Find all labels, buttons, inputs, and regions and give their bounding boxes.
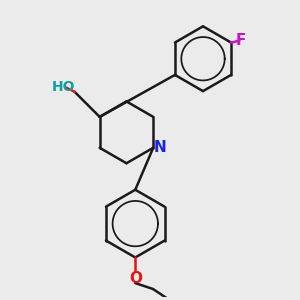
Text: O: O (129, 271, 142, 286)
Text: N: N (153, 140, 166, 155)
Text: HO: HO (52, 80, 75, 94)
Text: F: F (235, 33, 246, 48)
